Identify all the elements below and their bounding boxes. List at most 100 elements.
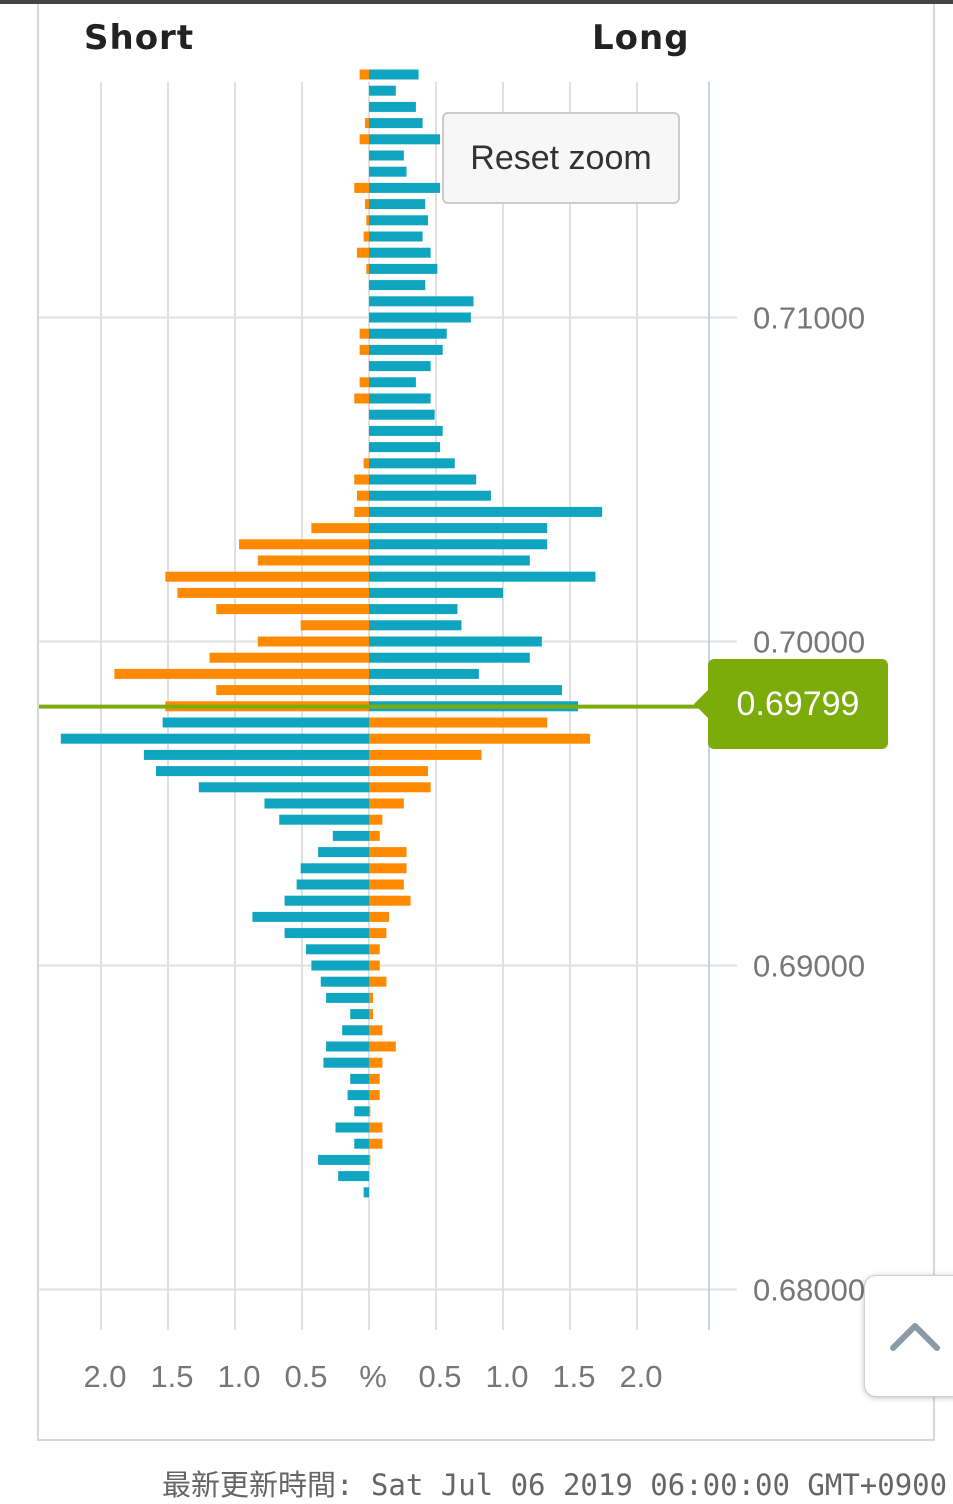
long-bar — [369, 814, 383, 825]
short-bar — [356, 247, 369, 258]
percent-tick-label: 1.5 — [150, 1359, 193, 1394]
short-bar — [318, 1154, 369, 1165]
long-bar — [369, 976, 387, 987]
short-bar — [354, 506, 369, 517]
short-bar — [347, 1090, 369, 1101]
short-bar — [359, 344, 369, 355]
long-bar — [369, 1041, 396, 1052]
short-bar — [311, 960, 369, 971]
price-tick-label: 0.69000 — [753, 949, 865, 984]
short-bar — [366, 215, 369, 226]
long-bar — [369, 1090, 380, 1101]
long-bar — [369, 425, 443, 436]
long-bar — [369, 199, 426, 210]
long-bar — [369, 247, 431, 258]
long-bar — [369, 150, 404, 161]
bars-layer — [39, 69, 708, 1198]
long-bar — [369, 506, 603, 517]
reset-zoom-button[interactable]: Reset zoom — [442, 112, 680, 204]
long-bar — [369, 911, 390, 922]
long-bar — [369, 733, 591, 744]
long-bar — [369, 280, 426, 291]
short-bar — [364, 118, 369, 129]
long-bar — [369, 685, 562, 696]
short-bar — [363, 231, 369, 242]
long-bar — [369, 539, 548, 550]
short-bar — [216, 685, 369, 696]
short-bar — [114, 668, 370, 679]
short-bar — [284, 928, 369, 939]
long-bar — [369, 312, 471, 323]
long-bar — [369, 490, 491, 501]
short-bar — [306, 944, 369, 955]
long-bar — [369, 263, 438, 274]
short-bar — [155, 766, 369, 777]
long-bar — [369, 830, 380, 841]
percent-tick-label: 0.5 — [418, 1359, 461, 1394]
long-bar — [369, 85, 396, 96]
short-bar — [342, 1025, 369, 1036]
scroll-to-top-button[interactable] — [864, 1275, 953, 1397]
long-bar — [369, 847, 407, 858]
long-bar — [369, 717, 548, 728]
long-bar — [369, 101, 416, 112]
long-bar — [369, 766, 428, 777]
percent-tick-label: 1.0 — [485, 1359, 528, 1394]
price-tick-label: 0.70000 — [753, 625, 865, 660]
chevron-up-icon — [890, 1323, 940, 1351]
top-divider — [0, 0, 953, 4]
long-bar — [369, 215, 428, 226]
long-bar — [369, 960, 380, 971]
long-header: Long — [592, 18, 690, 58]
short-bar — [354, 182, 369, 193]
long-bar — [369, 944, 380, 955]
long-bar — [369, 1073, 380, 1084]
percent-tick-label: 0.5 — [284, 1359, 327, 1394]
short-bar — [239, 539, 369, 550]
short-bar — [257, 555, 369, 566]
short-bar — [354, 1106, 369, 1117]
long-bar — [369, 442, 441, 453]
long-bar — [369, 571, 596, 582]
short-bar — [323, 1057, 369, 1068]
long-bar — [369, 118, 423, 129]
long-bar — [369, 798, 404, 809]
short-bar — [359, 69, 369, 80]
short-bar — [284, 895, 369, 906]
chart-frame — [37, 4, 935, 1441]
long-bar — [369, 344, 443, 355]
short-bar — [209, 652, 369, 663]
short-bar — [363, 458, 369, 469]
short-bar — [311, 523, 369, 534]
short-bar — [300, 863, 369, 874]
long-bar — [369, 782, 431, 793]
short-bar — [165, 571, 369, 582]
short-bar — [300, 620, 369, 631]
short-bar — [366, 263, 369, 274]
short-bar — [252, 911, 369, 922]
long-bar — [369, 749, 482, 760]
short-header: Short — [84, 18, 195, 58]
long-bar — [369, 1057, 383, 1068]
short-bar — [354, 1138, 369, 1149]
long-bar — [369, 409, 435, 420]
long-bar — [369, 458, 455, 469]
long-bar — [369, 604, 458, 615]
long-bar — [369, 523, 548, 534]
price-tick-label: 0.71000 — [753, 301, 865, 336]
short-bar — [264, 798, 369, 809]
short-bar — [350, 1009, 369, 1020]
long-bar — [369, 895, 411, 906]
long-bar — [369, 166, 407, 177]
short-bar — [216, 604, 369, 615]
short-bar — [279, 814, 369, 825]
long-bar — [369, 863, 407, 874]
short-bar — [354, 474, 369, 485]
long-bar — [369, 555, 530, 566]
current-price-badge: 0.69799 — [694, 659, 888, 749]
last-updated-text: 最新更新時間: Sat Jul 06 2019 06:00:00 GMT+090… — [162, 1468, 948, 1502]
long-bar — [369, 1122, 383, 1133]
long-bar — [369, 377, 416, 388]
short-bar — [177, 587, 369, 598]
